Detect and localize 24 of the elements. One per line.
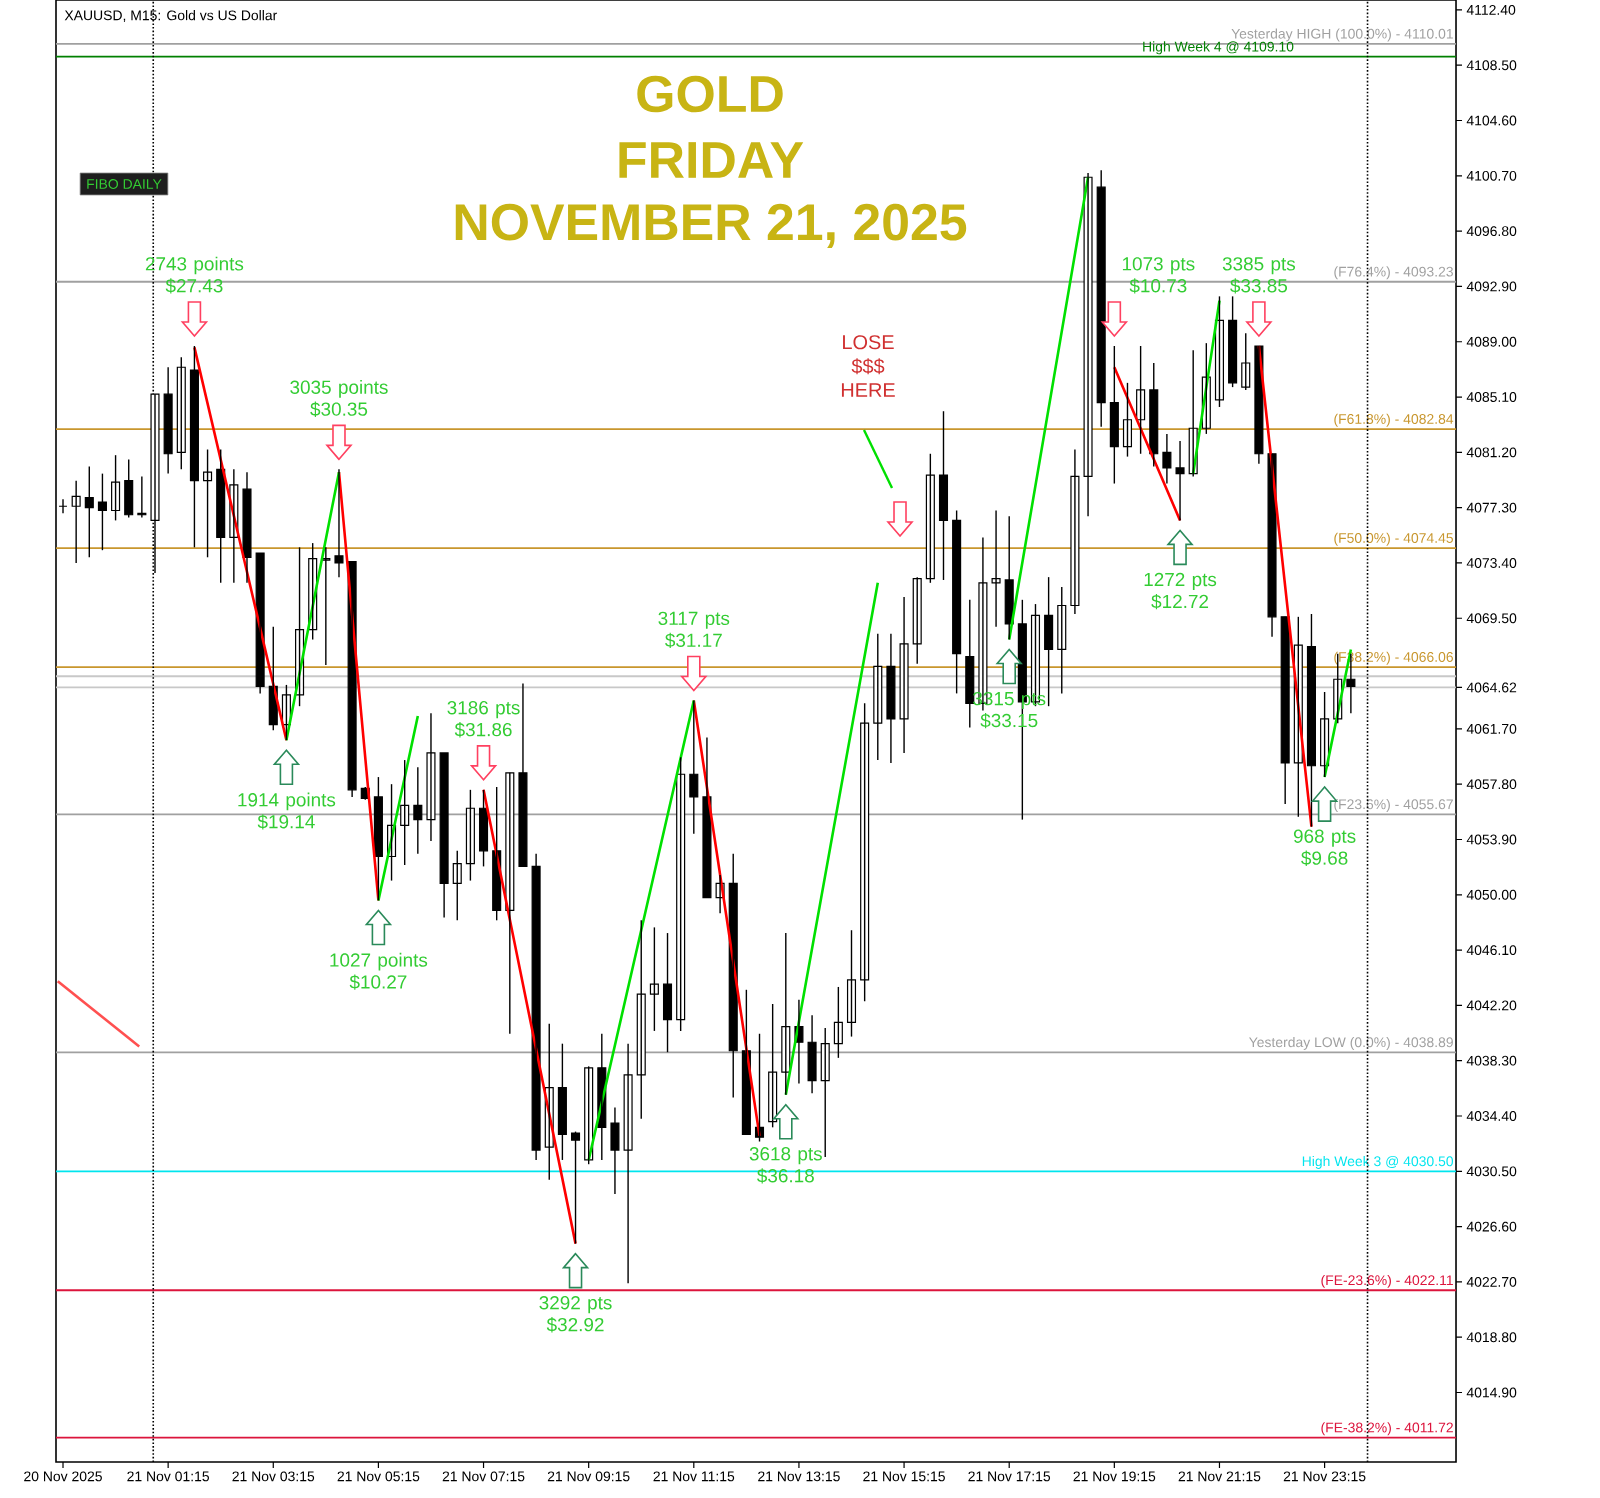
candlestick bbox=[570, 1130, 581, 1245]
annotation: 2743 points $27.43 bbox=[145, 256, 244, 294]
annotation: 1272 pts $12.72 bbox=[1144, 572, 1217, 610]
annotation: 968 pts $9.68 bbox=[1293, 829, 1356, 866]
text: GOLD bbox=[637, 75, 783, 113]
annotation: 3385 pts $33.85 bbox=[1222, 257, 1296, 294]
annotation: 3117 pts $31.17 bbox=[658, 611, 730, 649]
annotation: 3618 pts $36.18 bbox=[749, 1147, 822, 1184]
annotation: 1027 points $10.27 bbox=[330, 952, 428, 990]
candlestick bbox=[649, 926, 659, 1032]
candlestick bbox=[610, 1106, 620, 1195]
annotation: 3292 pts $32.92 bbox=[539, 1296, 612, 1333]
candlestick bbox=[334, 468, 344, 578]
text: FRIDAY bbox=[619, 142, 804, 178]
annotation: 1914 points $19.14 bbox=[238, 792, 336, 830]
annotation: LOSE $$$ HERE bbox=[841, 335, 895, 397]
candlestick bbox=[1241, 332, 1251, 391]
annotation: 3186 pts $31.86 bbox=[447, 700, 520, 738]
candlestick bbox=[97, 472, 107, 551]
annotation: 3035 points $30.35 bbox=[290, 380, 388, 417]
annotation: 1073 pts $10.73 bbox=[1122, 257, 1195, 294]
annotation: NOVEMBER 21, 2025 bbox=[455, 203, 967, 249]
candlestick bbox=[111, 454, 121, 522]
candlestick bbox=[1175, 440, 1185, 522]
